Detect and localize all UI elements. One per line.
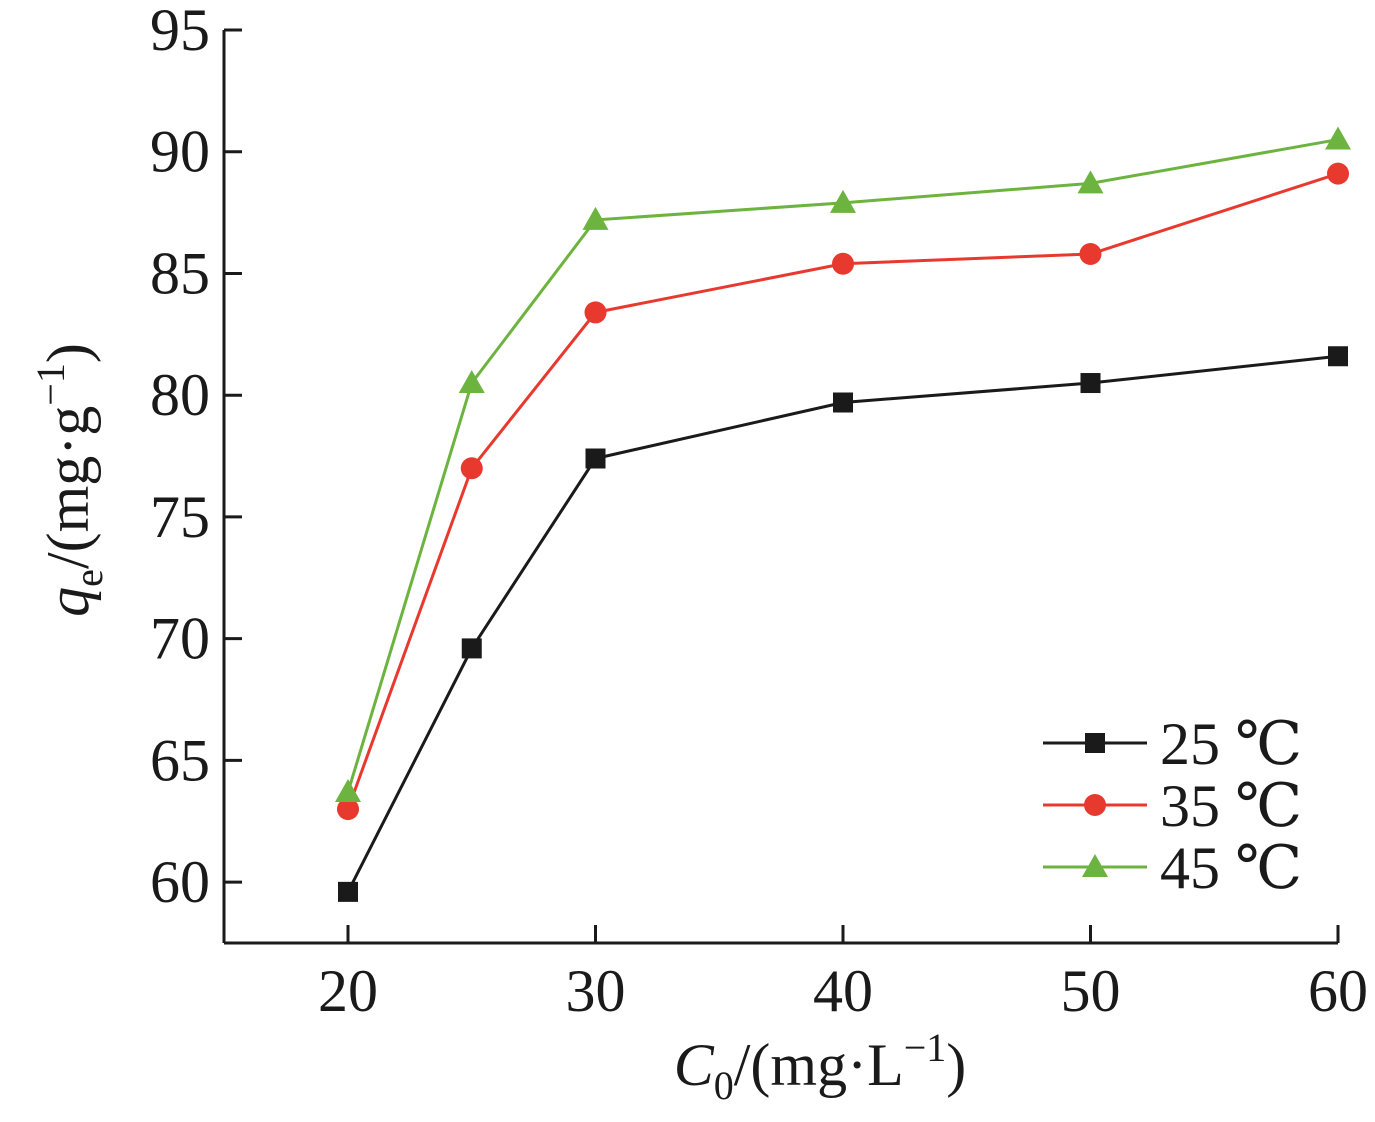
series-3 xyxy=(335,126,1351,803)
legend-item-1: 25 ℃ xyxy=(1043,711,1302,777)
y-tick-label: 60 xyxy=(150,849,210,915)
data-point xyxy=(830,189,856,213)
legend: 25 ℃35 ℃45 ℃ xyxy=(1043,711,1302,901)
data-point xyxy=(458,370,485,394)
data-point xyxy=(335,779,361,803)
y-axis-title-close: ) xyxy=(35,343,101,363)
x-tick-label: 40 xyxy=(813,958,873,1024)
data-point xyxy=(585,448,606,469)
y-axis-title-main: q xyxy=(35,587,101,617)
legend-item-3: 45 ℃ xyxy=(1043,835,1302,901)
data-point xyxy=(584,301,607,324)
y-tick-label: 90 xyxy=(150,119,210,185)
x-axis-title-sub: 0 xyxy=(714,1063,734,1108)
y-tick-label: 65 xyxy=(150,727,210,793)
x-tick-label: 20 xyxy=(318,958,378,1024)
series-1 xyxy=(338,346,1348,902)
data-point xyxy=(1327,162,1349,185)
y-axis-title-sup: −1 xyxy=(28,363,73,406)
x-axis-title-close: ) xyxy=(946,1032,966,1098)
data-point xyxy=(337,798,359,821)
data-point xyxy=(832,252,854,275)
y-tick-label: 70 xyxy=(150,606,210,672)
legend-marker xyxy=(1084,794,1106,816)
legend-marker xyxy=(1085,733,1105,753)
data-point xyxy=(1079,242,1102,265)
series-line xyxy=(346,138,1339,793)
data-point xyxy=(1080,373,1101,394)
y-axis-title-sub: e xyxy=(66,569,111,587)
series-line xyxy=(346,354,1339,893)
y-axis-title-unit: /(mg·g xyxy=(35,406,101,569)
data-point xyxy=(461,638,482,659)
legend-label: 35 ℃ xyxy=(1160,773,1302,839)
x-tick-label: 50 xyxy=(1061,958,1121,1024)
legend-label: 25 ℃ xyxy=(1160,711,1302,777)
data-point xyxy=(1325,126,1351,150)
x-axis-title: C0/(mg·L−1) xyxy=(674,1025,967,1108)
x-tick-label: 30 xyxy=(566,958,626,1024)
x-tick-label: 60 xyxy=(1308,958,1368,1024)
series-line xyxy=(346,172,1339,810)
legend-label: 45 ℃ xyxy=(1160,835,1302,901)
x-axis-title-sup: −1 xyxy=(904,1025,947,1070)
legend-marker xyxy=(1082,854,1108,877)
data-point xyxy=(833,392,853,413)
series-layer xyxy=(335,126,1351,902)
y-axis-title: qe/(mg·g−1) xyxy=(28,343,111,617)
x-axis-title-main: C xyxy=(674,1032,715,1098)
data-point xyxy=(1077,170,1104,194)
legend-item-2: 35 ℃ xyxy=(1043,773,1302,839)
series-2 xyxy=(337,162,1349,821)
y-tick-label: 95 xyxy=(150,0,210,63)
axes xyxy=(222,30,1338,945)
y-tick-label: 85 xyxy=(150,240,210,306)
x-axis-title-unit: /(mg·L xyxy=(734,1032,904,1098)
data-point xyxy=(582,206,609,230)
ticks: 60 65 70 75 80 85 90 95 20 30 40 50 60 xyxy=(150,0,1368,1024)
data-point xyxy=(338,881,358,902)
y-tick-label: 80 xyxy=(150,362,210,428)
y-tick-label: 75 xyxy=(150,484,210,550)
data-point xyxy=(1328,346,1348,367)
data-point xyxy=(460,457,483,480)
